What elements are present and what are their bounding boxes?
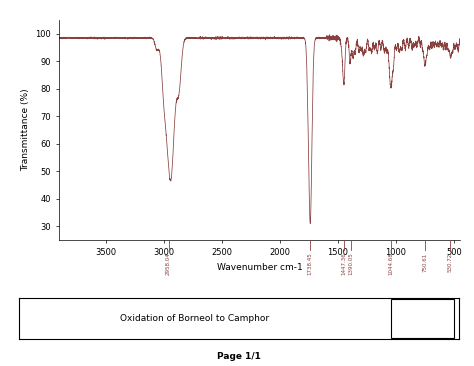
Text: 750.61: 750.61 bbox=[422, 253, 428, 272]
Text: 1447.36: 1447.36 bbox=[341, 253, 346, 275]
Text: 1390.05: 1390.05 bbox=[348, 253, 353, 275]
Text: 1738.45: 1738.45 bbox=[308, 253, 313, 275]
Text: 1044.68: 1044.68 bbox=[388, 253, 393, 275]
Y-axis label: Transmittance (%): Transmittance (%) bbox=[20, 89, 29, 171]
Text: 530.72: 530.72 bbox=[448, 253, 453, 272]
Text: Page 1/1: Page 1/1 bbox=[218, 352, 261, 361]
Text: Oxidation of Borneol to Camphor: Oxidation of Borneol to Camphor bbox=[120, 314, 270, 323]
X-axis label: Wavenumber cm-1: Wavenumber cm-1 bbox=[217, 263, 302, 272]
Text: 2958.04: 2958.04 bbox=[166, 253, 171, 275]
